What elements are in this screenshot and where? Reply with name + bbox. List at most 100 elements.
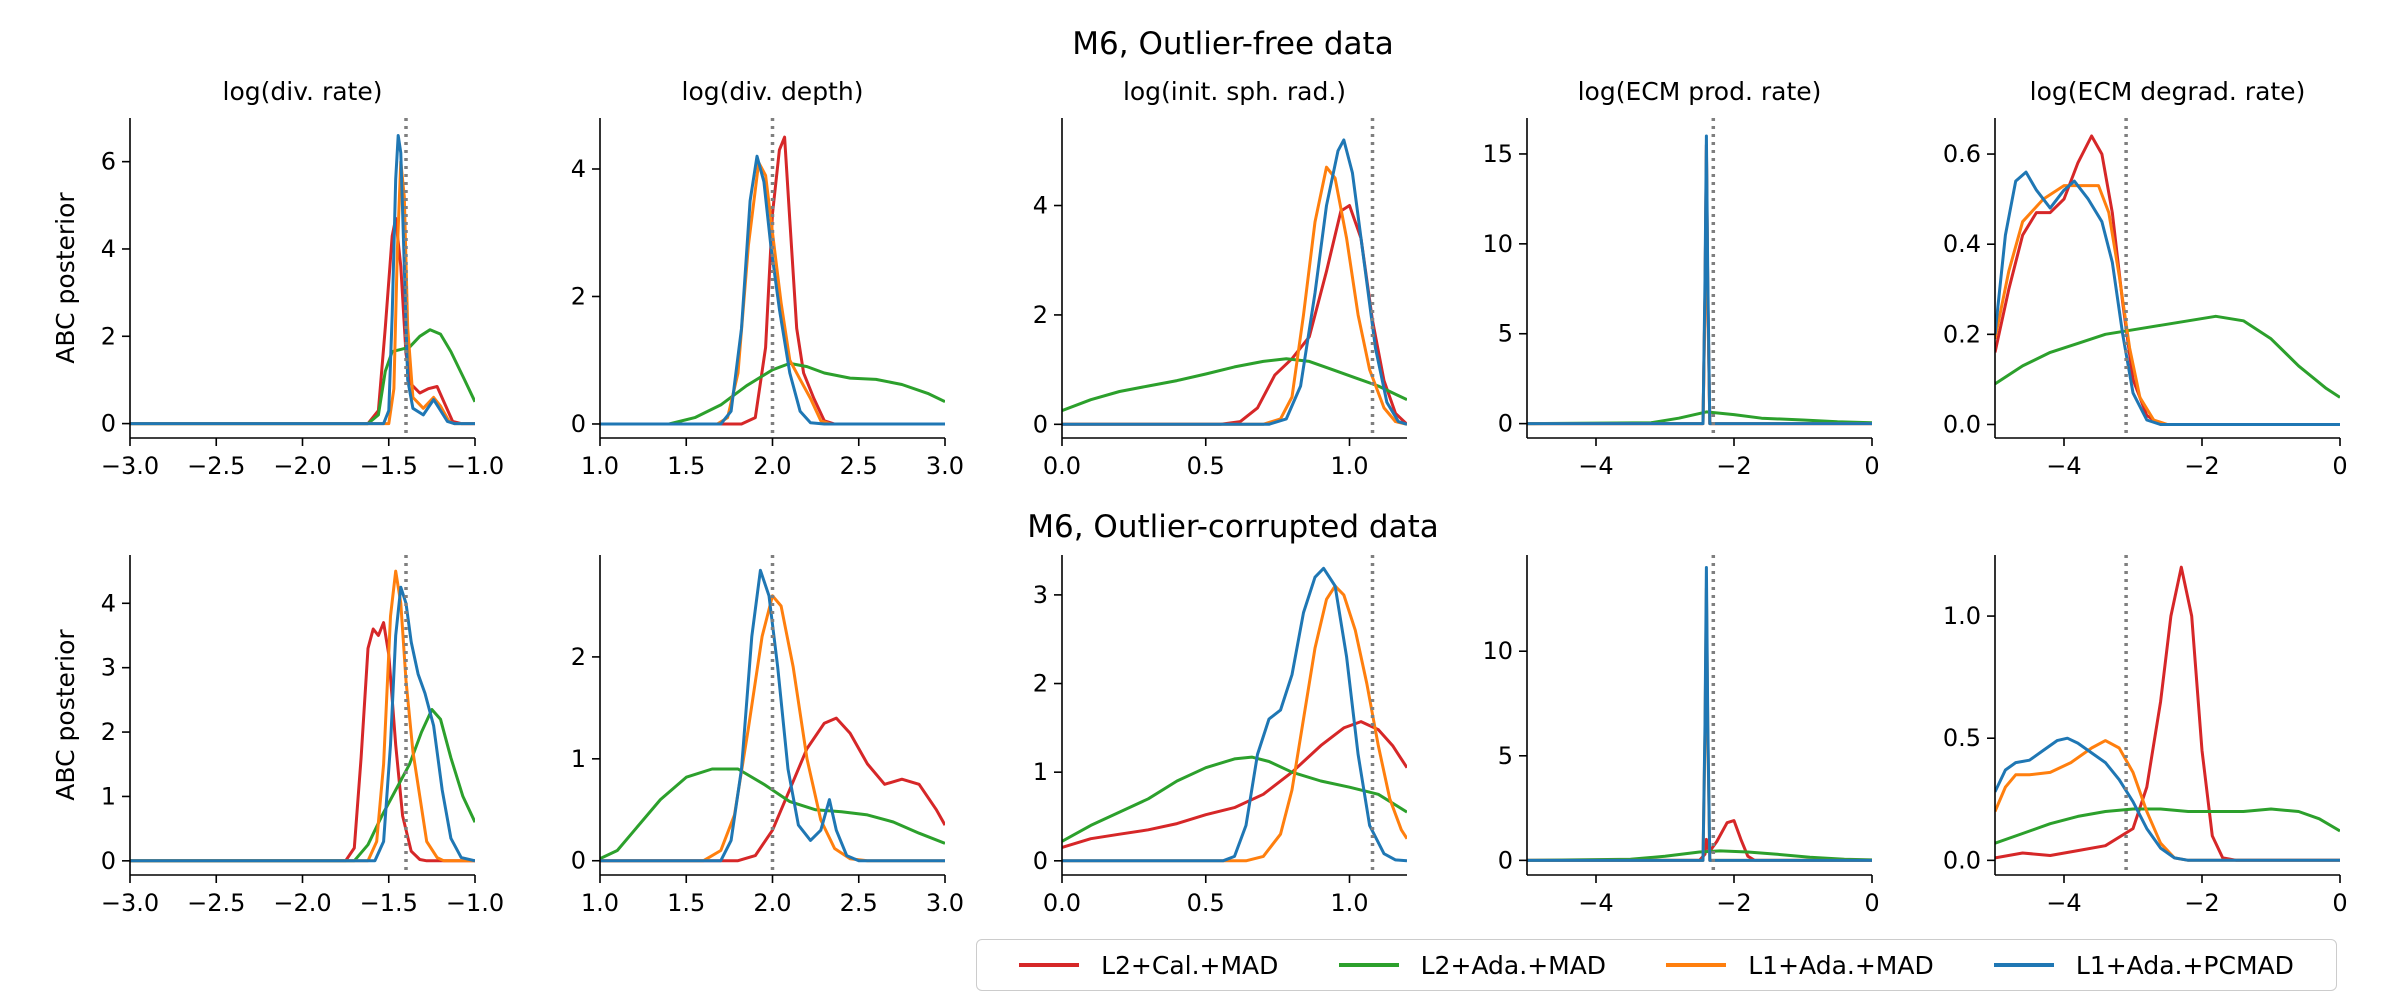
legend: L2+Cal.+MAD L2+Ada.+MAD L1+Ada.+MAD L1+A… <box>976 939 2337 991</box>
legend-label-l2-ada-mad: L2+Ada.+MAD <box>1420 950 1607 980</box>
x-tick-label-r0c0: −2.0 <box>273 452 331 480</box>
legend-item-l1-ada-mad: L1+Ada.+MAD <box>1666 951 1934 980</box>
series-line-l1-ada-mad-r1c1 <box>600 594 945 863</box>
y-tick-label-r1c4: 0.5 <box>1943 724 1981 752</box>
series-line-l2-cal-mad-r1c2 <box>1062 720 1407 849</box>
x-tick-label-r0c2: 0.0 <box>1043 452 1081 480</box>
series-line-l2-ada-mad-r1c3 <box>1527 849 1872 862</box>
series-line-l1-ada-mad-r0c2 <box>1062 165 1407 426</box>
legend-item-l2-ada-mad: L2+Ada.+MAD <box>1338 950 1607 980</box>
x-tick-label-r1c3: 0 <box>1864 889 1879 917</box>
y-tick-label-r0c0: 4 <box>101 235 116 263</box>
x-tick-label-r1c2: 0.5 <box>1187 889 1225 917</box>
series-line-l2-ada-mad-r1c4 <box>1995 807 2340 845</box>
x-tick-label-r0c0: −2.5 <box>187 452 245 480</box>
x-tick-label-r0c2: 1.0 <box>1330 452 1368 480</box>
x-tick-label-r1c1: 2.0 <box>753 889 791 917</box>
series-line-l2-ada-mad-r1c0 <box>130 708 475 863</box>
legend-label-l1-ada-pcmad: L1+Ada.+PCMAD <box>2075 950 2294 980</box>
x-tick-label-r0c3: −2 <box>1716 452 1751 480</box>
series-line-l1-ada-mad-r0c0 <box>130 160 475 426</box>
series-line-l1-ada-pcmad-r1c1 <box>600 568 945 863</box>
series-line-l1-ada-pcmad-r0c4 <box>1995 170 2340 426</box>
x-tick-label-r1c1: 1.5 <box>667 889 705 917</box>
y-tick-label-r0c0: 2 <box>101 322 116 350</box>
x-tick-label-r1c0: −1.0 <box>446 889 504 917</box>
x-tick-label-r1c0: −2.5 <box>187 889 245 917</box>
x-tick-label-r0c0: −3.0 <box>101 452 159 480</box>
series-line-l1-ada-mad-r1c4 <box>1995 739 2340 862</box>
x-tick-label-r0c0: −1.0 <box>446 452 504 480</box>
panel-title-r0c1: log(div. depth) <box>682 77 864 106</box>
series-line-l2-cal-mad-r1c0 <box>130 621 475 863</box>
y-tick-label-r0c2: 4 <box>1033 192 1048 220</box>
series-line-l2-ada-mad-r1c1 <box>600 767 945 861</box>
x-tick-label-r1c0: −1.5 <box>360 889 418 917</box>
y-tick-label-r0c0: 6 <box>101 148 116 176</box>
x-tick-label-r1c2: 1.0 <box>1330 889 1368 917</box>
x-tick-label-r1c1: 2.5 <box>840 889 878 917</box>
x-tick-label-r0c1: 2.0 <box>753 452 791 480</box>
series-line-l2-cal-mad-r1c1 <box>600 716 945 863</box>
x-tick-label-r1c0: −3.0 <box>101 889 159 917</box>
x-tick-label-r0c3: 0 <box>1864 452 1879 480</box>
x-tick-label-r1c4: −4 <box>2046 889 2081 917</box>
y-tick-label-r1c3: 0 <box>1498 846 1513 874</box>
series-line-l2-cal-mad-r0c1 <box>600 135 945 426</box>
series-line-l1-ada-mad-r1c0 <box>130 569 475 863</box>
panel-r1c2: 0.0 0.5 1.0 0 1 2 3 <box>1033 555 1407 917</box>
x-tick-label-r1c2: 0.0 <box>1043 889 1081 917</box>
y-axis-label-r0c0: ABC posterior <box>51 192 80 364</box>
y-tick-label-r0c4: 0.0 <box>1943 410 1981 438</box>
panel-r1c4: −4 −2 0 0.0 0.5 1.0 <box>1943 555 2348 917</box>
legend-swatch-l1-ada-pcmad <box>1993 963 2054 967</box>
panel-r0c4: −4 −2 0 0.0 0.2 0.4 0.6 log(ECM degrad. rate) <box>1943 77 2348 480</box>
y-tick-label-r0c3: 15 <box>1482 140 1513 168</box>
series-line-l2-cal-mad-r0c0 <box>130 216 475 426</box>
series-line-l1-ada-mad-r0c4 <box>1995 184 2340 426</box>
y-tick-label-r1c0: 0 <box>101 847 116 875</box>
x-tick-label-r0c1: 2.5 <box>840 452 878 480</box>
legend-item-l1-ada-pcmad: L1+Ada.+PCMAD <box>1993 950 2294 980</box>
series-line-l2-cal-mad-r0c3 <box>1527 143 1872 426</box>
panel-title-r0c4: log(ECM degrad. rate) <box>2030 77 2306 106</box>
series-line-l2-ada-mad-r0c3 <box>1527 410 1872 426</box>
y-tick-label-r0c1: 2 <box>571 282 586 310</box>
series-line-l1-ada-pcmad-r1c2 <box>1062 566 1407 863</box>
panel-title-r0c2: log(init. sph. rad.) <box>1123 77 1346 106</box>
y-tick-label-r0c4: 0.4 <box>1943 230 1981 258</box>
y-tick-label-r1c1: 1 <box>571 745 586 773</box>
x-tick-label-r1c1: 3.0 <box>926 889 964 917</box>
row-title-top: M6, Outlier-free data <box>1072 26 1393 62</box>
y-tick-label-r1c3: 5 <box>1498 742 1513 770</box>
y-tick-label-r1c2: 2 <box>1033 670 1048 698</box>
series-line-l2-ada-mad-r0c1 <box>600 361 945 426</box>
series-line-l2-cal-mad-r1c4 <box>1995 565 2340 862</box>
x-tick-label-r0c2: 0.5 <box>1187 452 1225 480</box>
series-line-l1-ada-pcmad-r0c1 <box>600 154 945 426</box>
y-tick-label-r1c2: 1 <box>1033 758 1048 786</box>
y-tick-label-r1c3: 10 <box>1482 637 1513 665</box>
series-line-l1-ada-pcmad-r1c3 <box>1527 566 1872 862</box>
legend-swatch-l2-cal-mad <box>1019 963 1080 967</box>
series-line-l2-ada-mad-r0c2 <box>1062 357 1407 413</box>
series-line-l1-ada-mad-r1c2 <box>1062 584 1407 863</box>
y-tick-label-r1c1: 0 <box>571 847 586 875</box>
series-line-l1-ada-pcmad-r1c0 <box>130 585 475 863</box>
x-tick-label-r1c3: −2 <box>1716 889 1751 917</box>
y-tick-label-r1c2: 0 <box>1033 847 1048 875</box>
x-tick-label-r0c4: −2 <box>2184 452 2219 480</box>
legend-swatch-l1-ada-mad <box>1666 963 1727 967</box>
x-tick-label-r1c4: −2 <box>2184 889 2219 917</box>
panel-r0c1: 1.0 1.5 2.0 2.5 3.0 0 2 4 log(div. depth) <box>571 77 964 480</box>
x-tick-label-r0c1: 1.5 <box>667 452 705 480</box>
y-tick-label-r0c3: 0 <box>1498 410 1513 438</box>
y-tick-label-r0c3: 10 <box>1482 230 1513 258</box>
y-tick-label-r1c0: 3 <box>101 654 116 682</box>
panel-r1c3: −4 −2 0 0 5 10 <box>1482 555 1880 917</box>
y-tick-label-r1c0: 1 <box>101 782 116 810</box>
series-line-l2-cal-mad-r0c2 <box>1062 204 1407 426</box>
x-tick-label-r0c4: −4 <box>2046 452 2081 480</box>
y-tick-label-r1c1: 2 <box>571 643 586 671</box>
panel-r1c1: 1.0 1.5 2.0 2.5 3.0 0 1 2 <box>571 555 964 917</box>
